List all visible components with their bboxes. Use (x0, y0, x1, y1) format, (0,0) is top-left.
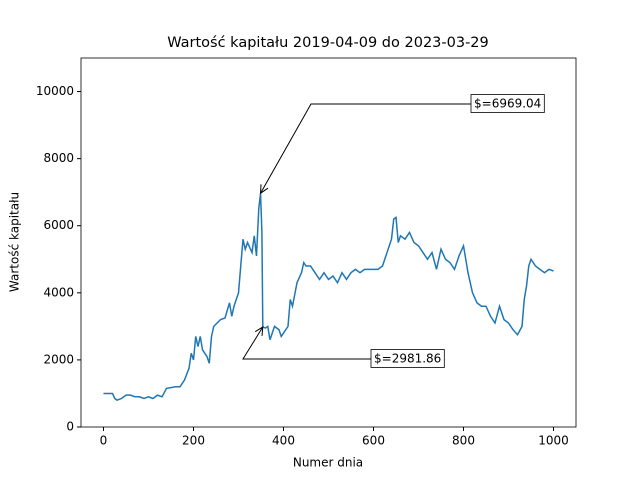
chart-title: Wartość kapitału 2019-04-09 do 2023-03-2… (167, 35, 489, 51)
x-tick-label: 600 (362, 434, 385, 448)
y-axis-label: Wartość kapitału (8, 192, 22, 292)
x-tick-label: 0 (100, 434, 108, 448)
x-tick-label: 400 (272, 434, 295, 448)
y-tick-label: 8000 (43, 151, 74, 165)
y-tick-label: 10000 (36, 84, 74, 98)
x-axis-label: Numer dnia (293, 456, 363, 470)
annotation-arrow (242, 327, 371, 360)
annotation-arrow (261, 103, 471, 193)
line-series (103, 193, 554, 402)
y-tick-label: 0 (66, 420, 74, 434)
annotation-label: $=6969.04 (474, 97, 541, 111)
plot-frame (80, 57, 577, 428)
y-tick-label: 2000 (43, 352, 74, 366)
x-tick-label: 1000 (538, 434, 569, 448)
y-tick-label: 6000 (43, 218, 74, 232)
x-tick-label: 200 (182, 434, 205, 448)
x-tick-label: 800 (452, 434, 475, 448)
annotation-label: $=2981.86 (374, 352, 441, 366)
y-tick-label: 4000 (43, 285, 74, 299)
